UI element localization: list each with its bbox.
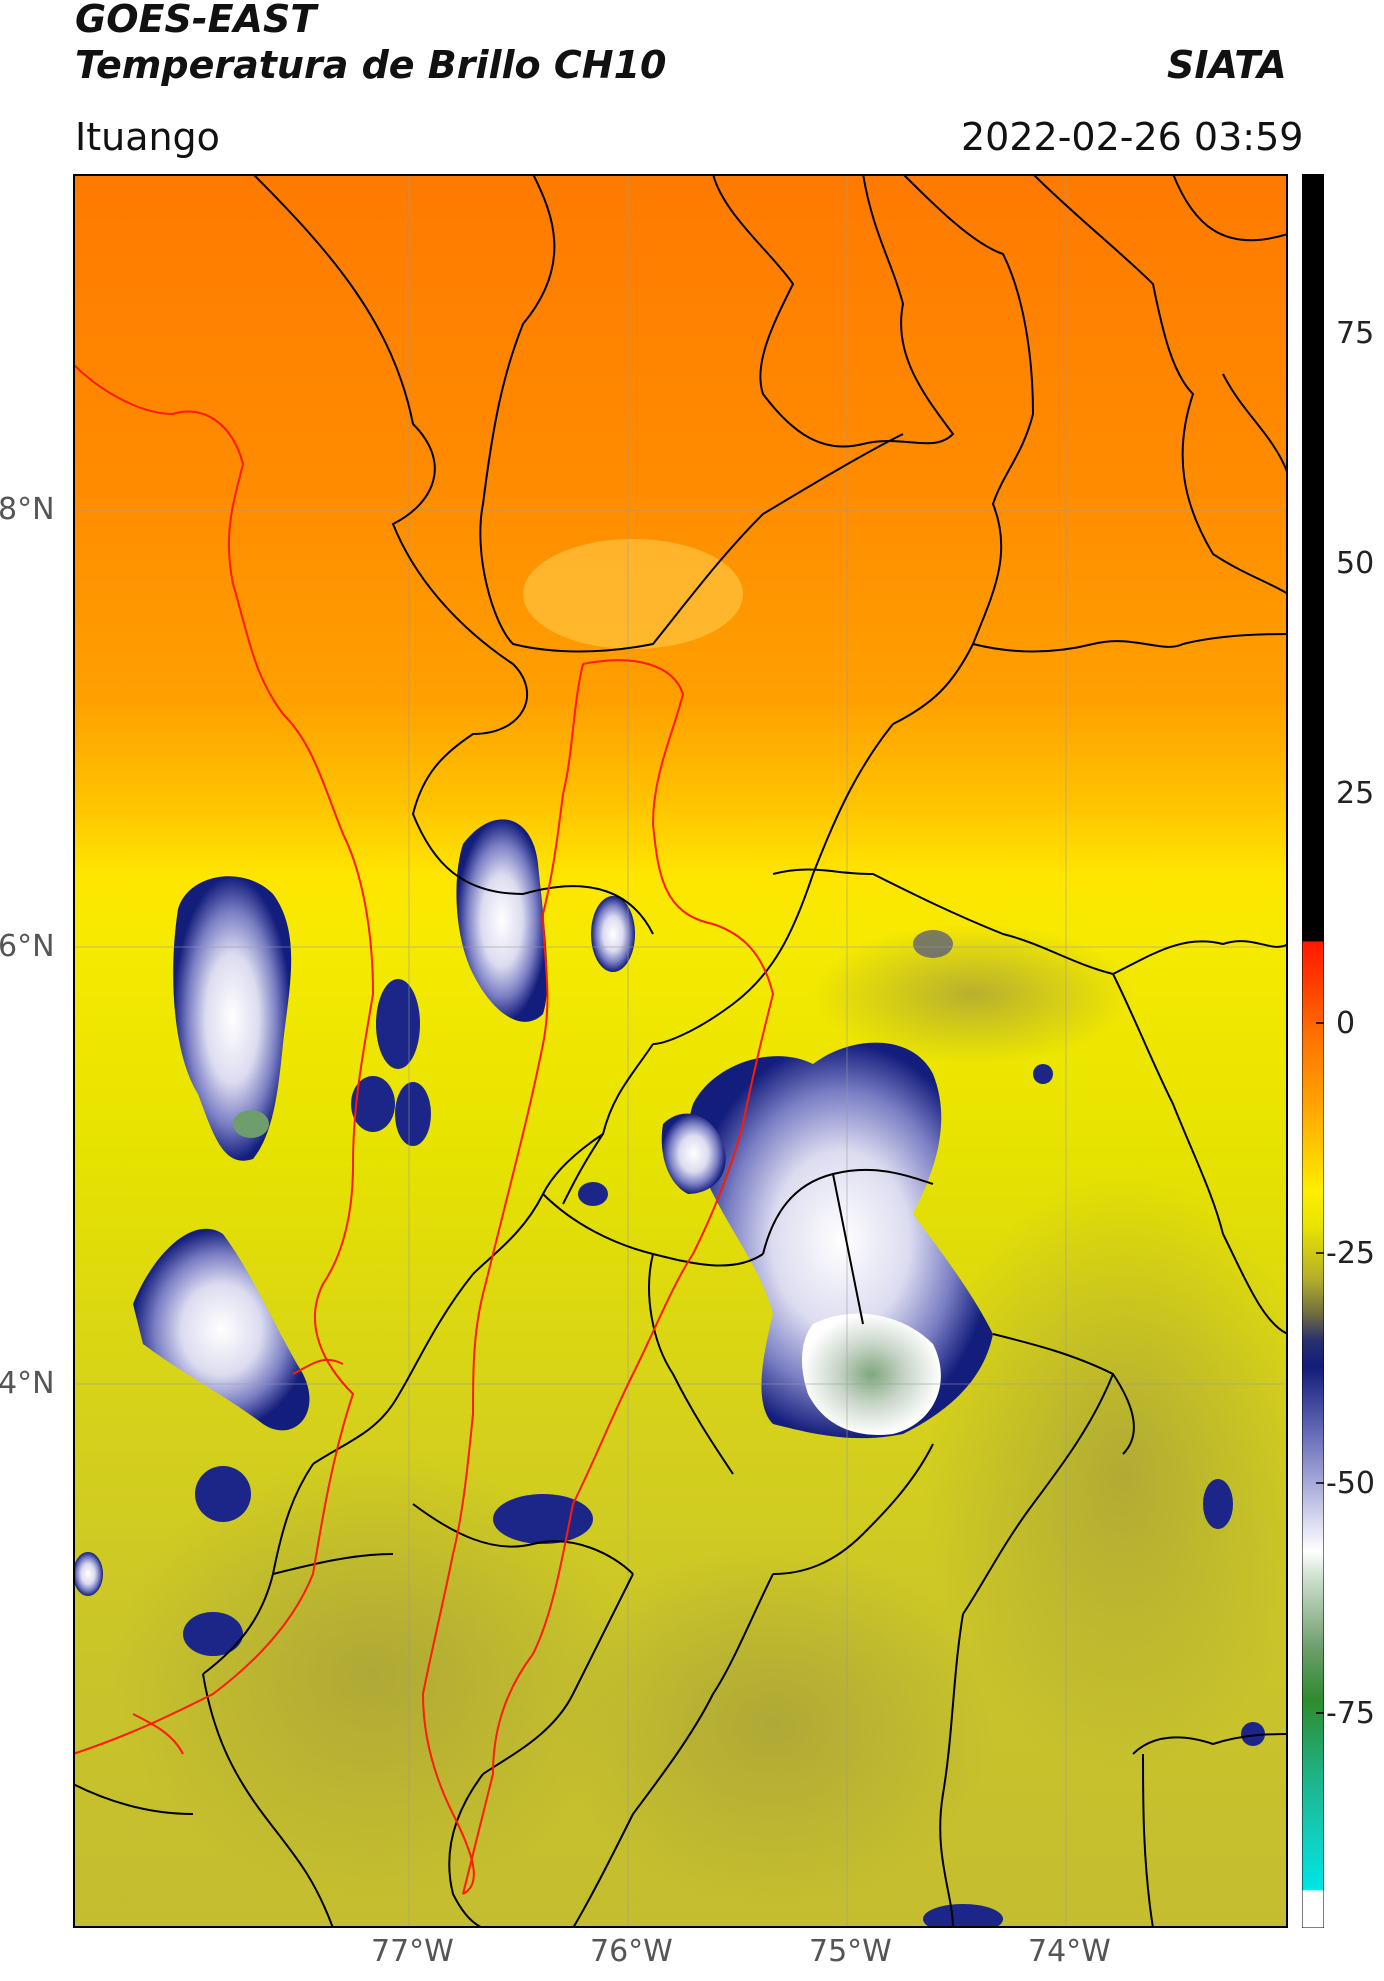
region-label: Ituango [75, 115, 220, 159]
cloud-cluster-mid-ne [661, 1113, 726, 1194]
map-frame [73, 174, 1288, 1928]
cloud-small-9 [923, 1904, 1003, 1928]
olive-area-4 [813, 924, 1133, 1064]
cloud-cluster-south-central [493, 1494, 593, 1544]
colorbar-label-minus25: -25 [1326, 1236, 1375, 1271]
cloud-cluster-west-south [133, 1228, 310, 1431]
lat-label-6n: 6°N [0, 929, 55, 964]
cloud-cluster-north-central [456, 819, 548, 1022]
region-outline [73, 363, 775, 1895]
agency-label: SIATA [1167, 43, 1287, 87]
lon-label-74w: 74°W [1028, 1934, 1111, 1969]
colorbar-label-minus50: -50 [1326, 1466, 1375, 1501]
temperature-colorbar [1302, 174, 1324, 1928]
brightness-temperature-map [73, 174, 1288, 1928]
lat-label-8n: 8°N [0, 492, 55, 527]
cloud-small-7 [183, 1612, 243, 1656]
colorbar-label-25: 25 [1336, 776, 1375, 811]
warm-spot [523, 539, 743, 649]
cloud-small-4 [395, 1082, 431, 1146]
lat-label-4n: 4°N [0, 1366, 55, 1401]
olive-area-1 [923, 1174, 1288, 1774]
cloud-small-5 [578, 1182, 608, 1206]
colorbar-gradient [1302, 174, 1324, 1928]
lon-label-76w: 76°W [590, 1934, 673, 1969]
cloud-small-8 [73, 1552, 103, 1596]
lon-label-77w: 77°W [371, 1934, 454, 1969]
colorbar-label-0: 0 [1336, 1006, 1356, 1041]
cloud-small-6 [195, 1466, 251, 1522]
colorbar-label-50: 50 [1336, 546, 1375, 581]
colorbar-ticks [1316, 332, 1324, 1714]
cloud-small-1 [591, 896, 635, 972]
datetime-label: 2022-02-26 03:59 [961, 115, 1304, 159]
cloud-small-12 [1033, 1064, 1053, 1084]
lon-label-75w: 75°W [809, 1934, 892, 1969]
cloud-small-2 [376, 979, 420, 1069]
cloud-small-13 [913, 930, 953, 958]
department-boundaries [73, 174, 1288, 1928]
cloud-cluster-green-core [801, 1313, 941, 1435]
cloud-small-3 [351, 1076, 395, 1132]
gridlines [73, 174, 1288, 1928]
product-title: Temperatura de Brillo CH10 [75, 43, 667, 87]
cloud-small-10 [1203, 1479, 1233, 1529]
colorbar-label-75: 75 [1336, 316, 1375, 351]
satellite-title: GOES-EAST [75, 0, 317, 41]
cloud-small-11 [1241, 1722, 1265, 1746]
olive-area-3 [553, 1544, 993, 1904]
cloud-green-spot-1 [233, 1110, 269, 1138]
colorbar-label-minus75: -75 [1326, 1696, 1375, 1731]
